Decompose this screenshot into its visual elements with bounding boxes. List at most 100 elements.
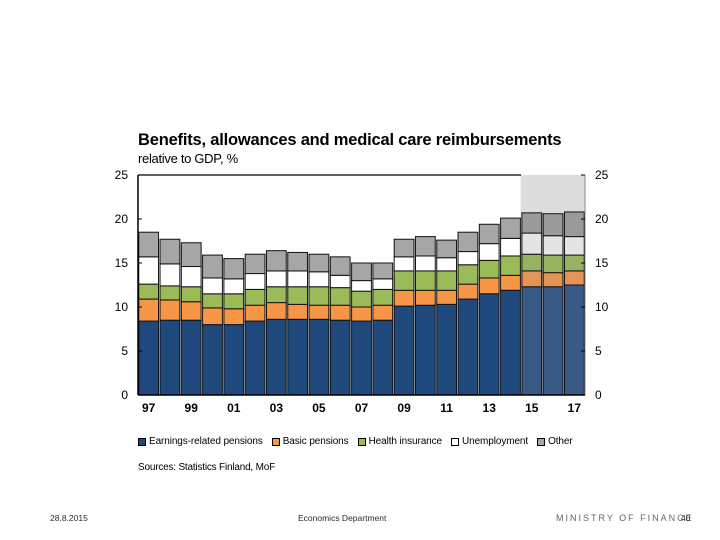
x-tick-label-17: 17	[568, 401, 582, 415]
bar-segment-health-insurance-13	[478, 259, 500, 279]
y-tick-label-left: 15	[115, 256, 129, 270]
bar-segment-other-05	[308, 253, 330, 273]
bar-segment-other-13	[478, 223, 500, 245]
bar-segment-earnings-related-pensions-06	[329, 319, 351, 396]
bar-segment-other-09	[393, 238, 415, 258]
bar-segment-other-97	[138, 231, 160, 258]
x-tick-label-03: 03	[270, 401, 284, 415]
bar-segment-earnings-related-pensions-09	[393, 305, 415, 396]
bar-segment-other-04	[287, 251, 309, 272]
y-tick-label-right: 0	[595, 388, 602, 402]
bar-segment-other-01	[223, 258, 245, 280]
bar-segment-unemployment-08	[372, 278, 394, 290]
legend: Earnings-related pensions Basic pensions H…	[138, 436, 573, 447]
bar-segment-other-98	[159, 238, 181, 265]
bar-segment-other-02	[244, 253, 266, 275]
x-tick-label-13: 13	[483, 401, 497, 415]
bar-segment-unemployment-00	[202, 277, 223, 295]
bar-segment-earnings-related-pensions-98	[159, 319, 181, 396]
bar-segment-health-insurance-99	[180, 286, 202, 303]
sources-note: Sources: Statistics Finland, MoF	[138, 462, 275, 473]
x-tick-label-15: 15	[525, 401, 539, 415]
bar-segment-other-16	[542, 213, 564, 237]
bar-segment-basic-pensions-16	[542, 272, 564, 288]
y-tick-label-left: 25	[115, 168, 129, 182]
bar-segment-unemployment-16	[542, 235, 564, 256]
bar-segment-unemployment-01	[223, 278, 245, 295]
bar-segment-health-insurance-16	[542, 254, 564, 274]
bar-segment-basic-pensions-01	[223, 308, 245, 326]
x-tick-label-01: 01	[227, 401, 241, 415]
bar-segment-earnings-related-pensions-13	[478, 293, 500, 396]
footer-department: Economics Department	[298, 513, 387, 523]
bar-segment-health-insurance-11	[436, 270, 458, 291]
legend-item-unemployment: Unemployment	[451, 436, 528, 447]
bar-segment-unemployment-11	[436, 257, 458, 272]
bar-segment-basic-pensions-10	[414, 289, 436, 306]
bar-segment-basic-pensions-03	[265, 302, 287, 320]
bar-segment-unemployment-05	[308, 271, 330, 288]
x-tick-label-05: 05	[312, 401, 326, 415]
bar-segment-earnings-related-pensions-11	[436, 303, 458, 396]
bar-segment-basic-pensions-13	[478, 277, 500, 295]
bar-segment-earnings-related-pensions-12	[457, 298, 479, 396]
bar-segment-basic-pensions-06	[329, 304, 351, 321]
bar-segment-other-06	[329, 256, 351, 276]
bar-segment-unemployment-04	[287, 270, 309, 288]
bar-segment-health-insurance-06	[329, 287, 351, 306]
legend-label: Unemployment	[462, 436, 529, 447]
bar-segment-basic-pensions-12	[457, 283, 479, 300]
bar-segment-earnings-related-pensions-17	[563, 284, 585, 396]
bar-segment-basic-pensions-08	[372, 304, 394, 321]
bar-segment-basic-pensions-15	[521, 270, 543, 288]
bar-segment-unemployment-10	[414, 255, 436, 272]
bar-segment-earnings-related-pensions-16	[542, 286, 564, 396]
bar-segment-other-00	[202, 254, 223, 279]
bar-segment-earnings-related-pensions-01	[223, 324, 245, 396]
bar-segment-health-insurance-00	[202, 293, 223, 309]
bar-segment-earnings-related-pensions-03	[265, 318, 287, 396]
bar-segment-unemployment-97	[138, 256, 160, 285]
bar-segment-health-insurance-01	[223, 293, 245, 310]
y-tick-label-left: 5	[121, 344, 128, 358]
x-tick-label-09: 09	[397, 401, 411, 415]
y-tick-label-left: 20	[115, 212, 129, 226]
bar-segment-earnings-related-pensions-10	[414, 304, 436, 396]
bar-segment-health-insurance-02	[244, 288, 266, 306]
bar-segment-basic-pensions-02	[244, 304, 266, 322]
bar-segment-basic-pensions-98	[159, 299, 181, 321]
bar-segment-health-insurance-08	[372, 288, 394, 306]
bar-segment-basic-pensions-97	[138, 298, 160, 322]
bar-segment-earnings-related-pensions-05	[308, 318, 330, 396]
legend-label: Basic pensions	[282, 436, 349, 447]
bar-segment-health-insurance-97	[138, 283, 160, 300]
bar-segment-earnings-related-pensions-07	[351, 320, 372, 396]
y-tick-label-left: 0	[121, 388, 128, 402]
legend-swatch	[271, 437, 280, 446]
bar-segment-health-insurance-15	[521, 253, 543, 272]
bar-segment-unemployment-13	[478, 243, 500, 261]
bar-segment-other-07	[351, 262, 372, 282]
bar-segment-health-insurance-07	[351, 290, 372, 308]
bar-segment-unemployment-09	[393, 256, 415, 272]
bar-segment-health-insurance-04	[287, 286, 309, 305]
x-tick-label-97: 97	[142, 401, 156, 415]
legend-swatch	[537, 437, 546, 446]
bar-segment-basic-pensions-00	[202, 307, 223, 326]
bar-segment-unemployment-06	[329, 274, 351, 289]
bar-segment-basic-pensions-17	[563, 270, 585, 286]
bar-segment-unemployment-15	[521, 232, 543, 255]
bar-segment-earnings-related-pensions-14	[500, 289, 521, 396]
y-tick-label-left: 10	[115, 300, 129, 314]
chart-title: Benefits, allowances and medical care re…	[138, 131, 562, 149]
bar-segment-earnings-related-pensions-99	[180, 319, 202, 396]
bar-segment-health-insurance-03	[265, 286, 287, 304]
bar-segment-other-12	[457, 231, 479, 253]
legend-swatch	[357, 437, 366, 446]
bar-segment-other-08	[372, 262, 394, 280]
bar-segment-basic-pensions-11	[436, 289, 458, 305]
y-tick-label-right: 25	[595, 168, 609, 182]
bar-segment-basic-pensions-07	[351, 306, 372, 322]
footer-organization: MINISTRY OF FINANCE	[556, 513, 694, 523]
